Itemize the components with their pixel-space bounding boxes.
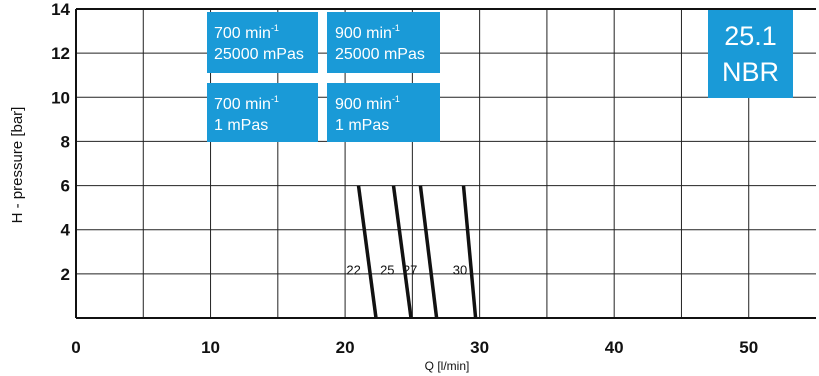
curve-label-25: 25 [380, 262, 394, 277]
y-tick-label: 10 [51, 88, 70, 107]
legend-viscosity-line: 25000 mPas [335, 46, 425, 63]
y-axis-title: H - pressure [bar] [9, 107, 26, 224]
pump-model-badge: 25.1 NBR [708, 10, 793, 98]
chart-grid [75, 8, 816, 319]
curve-22 [356, 185, 378, 319]
x-tick-label: 0 [71, 338, 80, 357]
legend-speed-line: 700 min-1 [214, 23, 279, 43]
legend-viscosity-line: 1 mPas [214, 117, 269, 134]
x-axis-title: Q [l/min] [425, 359, 470, 373]
legend-box-700-1: 700 min-1 1 mPas [207, 83, 318, 142]
curve-label-27: 27 [403, 262, 417, 277]
chart-curves [356, 185, 478, 319]
y-tick-label: 12 [51, 44, 70, 63]
curve-label-22: 22 [346, 262, 360, 277]
badge-model-number: 25.1 [724, 21, 777, 51]
curve-30 [461, 185, 478, 319]
legend-box-900-1: 900 min-1 1 mPas [327, 83, 440, 142]
x-tick-label: 10 [201, 338, 220, 357]
chart-tick-labels: 0 10 20 30 40 50 2 4 6 8 10 12 14 [51, 0, 758, 357]
legend-speed-line: 900 min-1 [335, 23, 400, 43]
curve-27 [418, 185, 439, 319]
y-tick-label: 14 [51, 0, 70, 19]
x-tick-label: 20 [336, 338, 355, 357]
y-tick-label: 2 [61, 265, 70, 284]
y-tick-label: 6 [61, 177, 70, 196]
legend-speed-line: 700 min-1 [214, 94, 279, 114]
curve-25 [391, 185, 413, 319]
chart-curve-labels: 22 25 27 30 [346, 262, 467, 277]
badge-material: NBR [721, 57, 779, 87]
x-tick-label: 50 [739, 338, 758, 357]
legend-speed-line: 900 min-1 [335, 94, 400, 114]
y-tick-label: 4 [61, 221, 71, 240]
legend-viscosity-line: 25000 mPas [214, 46, 304, 63]
x-tick-label: 40 [605, 338, 624, 357]
legend-viscosity-line: 1 mPas [335, 117, 390, 134]
x-tick-label: 30 [470, 338, 489, 357]
legend-box-900-25000: 900 min-1 25000 mPas [327, 12, 440, 73]
y-tick-label: 8 [61, 132, 70, 151]
curve-label-30: 30 [453, 262, 467, 277]
legend-box-700-25000: 700 min-1 25000 mPas [207, 12, 318, 73]
